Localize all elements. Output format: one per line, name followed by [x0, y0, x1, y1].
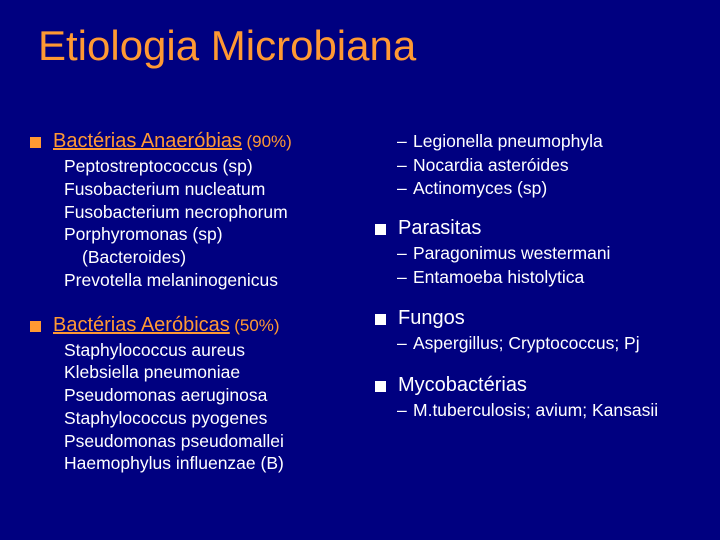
bullet-square-icon [30, 321, 41, 332]
list-item: Actinomyces (sp) [413, 177, 547, 201]
list-item: Fusobacterium nucleatum [64, 178, 375, 201]
bullet-square-icon [375, 224, 386, 235]
list-item: Legionella pneumophyla [413, 130, 603, 154]
items-parasitas: –Paragonimus westermani –Entamoeba histo… [397, 242, 690, 289]
top-dash-list: –Legionella pneumophyla –Nocardia asteró… [397, 130, 690, 201]
heading-mycobacterias: Mycobactérias [398, 374, 527, 397]
heading-aerobicas: Bactérias Aeróbicas [53, 314, 230, 336]
bullet-square-icon [375, 314, 386, 325]
section-fungos: Fungos –Aspergillus; Cryptococcus; Pj [375, 307, 690, 356]
dash-icon: – [397, 266, 413, 290]
heading-anaerobias: Bactérias Anaeróbias [53, 130, 242, 152]
dash-icon: – [397, 332, 413, 356]
section-parasitas: Parasitas –Paragonimus westermani –Entam… [375, 217, 690, 289]
list-item: Klebsiella pneumoniae [64, 361, 375, 384]
list-item: M.tuberculosis; avium; Kansasii [413, 399, 658, 423]
list-item: Staphylococcus pyogenes [64, 407, 375, 430]
slide-title: Etiologia Microbiana [38, 22, 416, 70]
dash-icon: – [397, 177, 413, 201]
list-item: Porphyromonas (sp) [64, 223, 375, 246]
right-column: –Legionella pneumophyla –Nocardia asteró… [375, 130, 690, 493]
list-item: Aspergillus; Cryptococcus; Pj [413, 332, 640, 356]
list-item: Fusobacterium necrophorum [64, 201, 375, 224]
pct-aerobicas: (50%) [234, 316, 279, 336]
heading-fungos: Fungos [398, 307, 465, 330]
list-item: Pseudomonas aeruginosa [64, 384, 375, 407]
list-item: Paragonimus westermani [413, 242, 610, 266]
items-anaerobias: Peptostreptococcus (sp) Fusobacterium nu… [64, 155, 375, 292]
items-fungos: –Aspergillus; Cryptococcus; Pj [397, 332, 690, 356]
section-anaerobias: Bactérias Anaeróbias (90%) Peptostreptoc… [30, 130, 375, 292]
items-mycobacterias: –M.tuberculosis; avium; Kansasii [397, 399, 690, 423]
list-item: Nocardia asteróides [413, 154, 569, 178]
list-item: Entamoeba histolytica [413, 266, 584, 290]
dash-icon: – [397, 242, 413, 266]
list-item: Peptostreptococcus (sp) [64, 155, 375, 178]
pct-anaerobias: (90%) [246, 132, 291, 152]
heading-parasitas: Parasitas [398, 217, 481, 240]
list-item-sub: (Bacteroides) [64, 246, 375, 269]
dash-icon: – [397, 154, 413, 178]
left-column: Bactérias Anaeróbias (90%) Peptostreptoc… [30, 130, 375, 493]
bullet-square-icon [30, 137, 41, 148]
list-item: Staphylococcus aureus [64, 339, 375, 362]
items-aerobicas: Staphylococcus aureus Klebsiella pneumon… [64, 339, 375, 476]
content-columns: Bactérias Anaeróbias (90%) Peptostreptoc… [30, 130, 690, 493]
dash-icon: – [397, 399, 413, 423]
bullet-square-icon [375, 381, 386, 392]
dash-icon: – [397, 130, 413, 154]
list-item: Haemophylus influenzae (B) [64, 452, 375, 475]
list-item: Prevotella melaninogenicus [64, 269, 375, 292]
section-mycobacterias: Mycobactérias –M.tuberculosis; avium; Ka… [375, 374, 690, 423]
list-item: Pseudomonas pseudomallei [64, 430, 375, 453]
section-aerobicas: Bactérias Aeróbicas (50%) Staphylococcus… [30, 314, 375, 476]
